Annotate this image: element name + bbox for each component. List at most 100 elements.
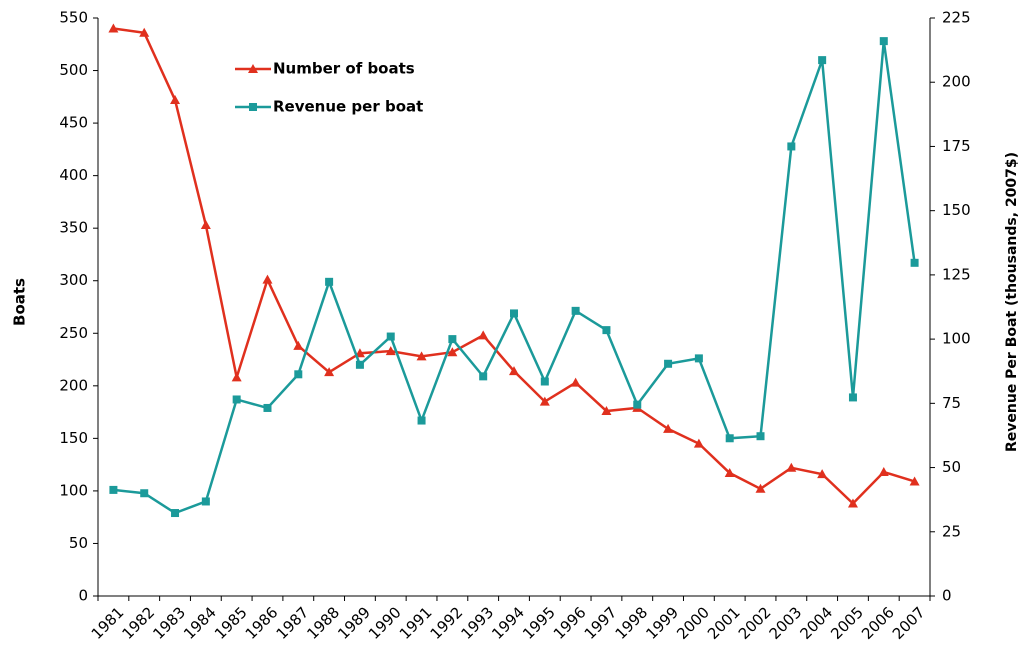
y-tick-label: 450 — [59, 114, 88, 132]
point — [386, 332, 395, 341]
y-tick-label: 250 — [59, 324, 88, 342]
point — [293, 340, 304, 350]
point — [909, 476, 920, 486]
point — [200, 220, 211, 230]
point — [786, 462, 797, 472]
y2-tick-label: 175 — [942, 137, 971, 155]
x-tick-label: 2000 — [673, 603, 713, 643]
x-tick-label: 1995 — [519, 603, 559, 643]
series-line — [113, 40, 916, 515]
x-tick-label: 2004 — [796, 603, 836, 643]
point — [139, 27, 150, 37]
point — [818, 56, 827, 65]
point — [201, 497, 210, 506]
x-tick-label: 1983 — [149, 603, 189, 643]
point — [817, 469, 828, 479]
point — [664, 359, 673, 368]
point — [847, 498, 858, 508]
x-tick-label: 1986 — [242, 603, 282, 643]
point — [447, 347, 458, 357]
legend-label: Revenue per boat — [273, 98, 423, 116]
x-tick-label: 1984 — [180, 603, 220, 643]
point — [263, 403, 272, 412]
x-tick-label: 1989 — [334, 603, 374, 643]
x-tick-label: 1994 — [488, 603, 528, 643]
point — [601, 406, 612, 416]
x-tick-label: 2007 — [889, 603, 929, 643]
x-tick-label: 1996 — [550, 603, 590, 643]
point — [848, 393, 857, 402]
point — [417, 416, 426, 425]
y-tick-label: 350 — [59, 219, 88, 237]
point — [171, 509, 180, 518]
x-tick-label: 1992 — [427, 603, 467, 643]
y-tick-label: 400 — [59, 166, 88, 184]
y-tick-label: 500 — [59, 61, 88, 79]
x-tick-label: 1997 — [581, 603, 621, 643]
point — [570, 377, 581, 387]
x-tick-label: 2002 — [735, 603, 775, 643]
y2-tick-label: 225 — [942, 9, 971, 27]
legend-marker — [248, 64, 258, 73]
point — [324, 367, 335, 377]
point — [693, 438, 704, 448]
y-tick-label: 50 — [69, 534, 88, 552]
x-tick-label: 1993 — [457, 603, 497, 643]
y-axis-title: Boats — [11, 278, 29, 326]
y2-tick-label: 0 — [942, 587, 952, 605]
point — [878, 466, 889, 476]
x-tick-label: 1982 — [119, 603, 159, 643]
point — [416, 351, 427, 361]
y-tick-label: 550 — [59, 9, 88, 27]
point — [663, 423, 674, 433]
point — [294, 370, 303, 379]
y2-axis-title: Revenue Per Boat (thousands, 2007$) — [1004, 152, 1020, 452]
point — [539, 396, 550, 406]
point — [448, 335, 457, 344]
x-tick-label: 1987 — [273, 603, 313, 643]
point — [756, 432, 765, 441]
point — [109, 485, 118, 494]
point — [571, 306, 580, 315]
point — [633, 400, 642, 409]
y2-tick-label: 25 — [942, 522, 961, 540]
point — [355, 360, 364, 369]
series-line — [113, 27, 915, 506]
y-tick-label: 200 — [59, 376, 88, 394]
x-tick-label: 2006 — [858, 603, 898, 643]
y2-tick-label: 50 — [942, 458, 961, 476]
point — [509, 366, 519, 376]
x-tick-label: 1990 — [365, 603, 405, 643]
y2-tick-label: 150 — [942, 201, 971, 219]
point — [879, 37, 888, 46]
y-tick-label: 150 — [59, 429, 88, 447]
point — [602, 326, 611, 335]
x-tick-label: 1985 — [211, 603, 251, 643]
point — [724, 468, 735, 478]
y-tick-label: 300 — [59, 271, 88, 289]
x-tick-label: 1981 — [88, 603, 128, 643]
point — [140, 489, 149, 498]
point — [694, 354, 703, 363]
y2-tick-label: 100 — [942, 330, 971, 348]
point — [755, 483, 766, 493]
point — [385, 346, 396, 356]
x-tick-label: 2003 — [766, 603, 806, 643]
x-tick-label: 1998 — [612, 603, 652, 643]
x-tick-label: 1988 — [303, 603, 343, 643]
point — [478, 330, 489, 340]
y2-tick-label: 75 — [942, 394, 961, 412]
x-tick-label: 2001 — [704, 603, 744, 643]
point — [170, 94, 181, 104]
point — [325, 277, 334, 286]
y-tick-label: 0 — [78, 587, 88, 605]
legend-marker — [249, 103, 257, 111]
point — [910, 258, 919, 267]
point — [262, 274, 273, 284]
legend-label: Number of boats — [273, 60, 415, 78]
point — [108, 23, 119, 33]
x-tick-label: 2005 — [827, 603, 867, 643]
y2-tick-label: 125 — [942, 265, 971, 283]
point — [787, 142, 796, 151]
